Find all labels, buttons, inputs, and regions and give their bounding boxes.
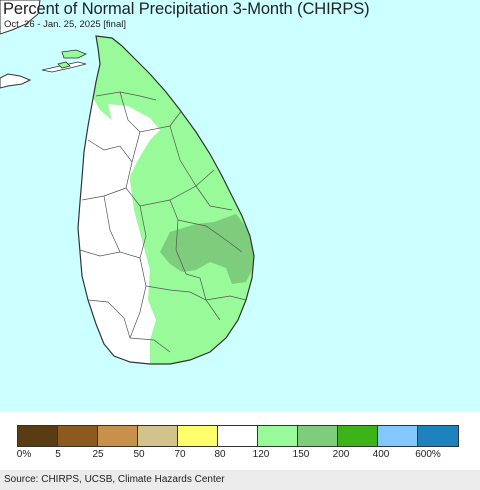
legend-swatch (178, 426, 218, 446)
legend-color-bar (17, 425, 459, 447)
legend-label: 70 (174, 449, 186, 460)
island-outline (77, 35, 255, 365)
zone-150-200 (160, 214, 254, 284)
legend-label: 5 (55, 449, 61, 460)
source-footer: Source: CHIRPS, UCSB, Climate Hazards Ce… (0, 470, 480, 490)
legend-swatch (378, 426, 418, 446)
legend-label: 150 (292, 449, 310, 460)
map-subtitle: Oct. 26 - Jan. 25, 2025 [final] (4, 19, 126, 30)
map-title: Percent of Normal Precipitation 3-Month … (3, 0, 370, 18)
legend-label: 400 (372, 449, 390, 460)
ocean (0, 0, 480, 412)
jaffna-islands (61, 49, 87, 59)
legend-swatch (218, 426, 258, 446)
legend-label: 120 (252, 449, 270, 460)
legend-label: 600% (415, 449, 441, 460)
legend-labels: 0% 5 25 50 70 80 120 150 200 400 600% (0, 449, 480, 463)
india-landmass (0, 0, 41, 35)
legend-label: 200 (332, 449, 350, 460)
legend-label: 80 (214, 449, 226, 460)
legend-label: 50 (133, 449, 145, 460)
source-text: Source: CHIRPS, UCSB, Climate Hazards Ce… (4, 474, 225, 485)
legend-label: 25 (92, 449, 104, 460)
india-coastline (0, 73, 32, 89)
legend-swatch (18, 426, 58, 446)
legend-swatch (258, 426, 298, 446)
legend-swatch (138, 426, 178, 446)
precipitation-map (0, 0, 480, 412)
delft-island (57, 61, 71, 69)
legend-swatch (418, 426, 458, 446)
legend-swatch (298, 426, 338, 446)
legend-label: 0% (16, 449, 32, 460)
zone-normal-north (108, 104, 160, 176)
legend-swatch (338, 426, 378, 446)
legend-swatch (58, 426, 98, 446)
legend-swatch (98, 426, 138, 446)
district-boundaries (79, 91, 247, 353)
